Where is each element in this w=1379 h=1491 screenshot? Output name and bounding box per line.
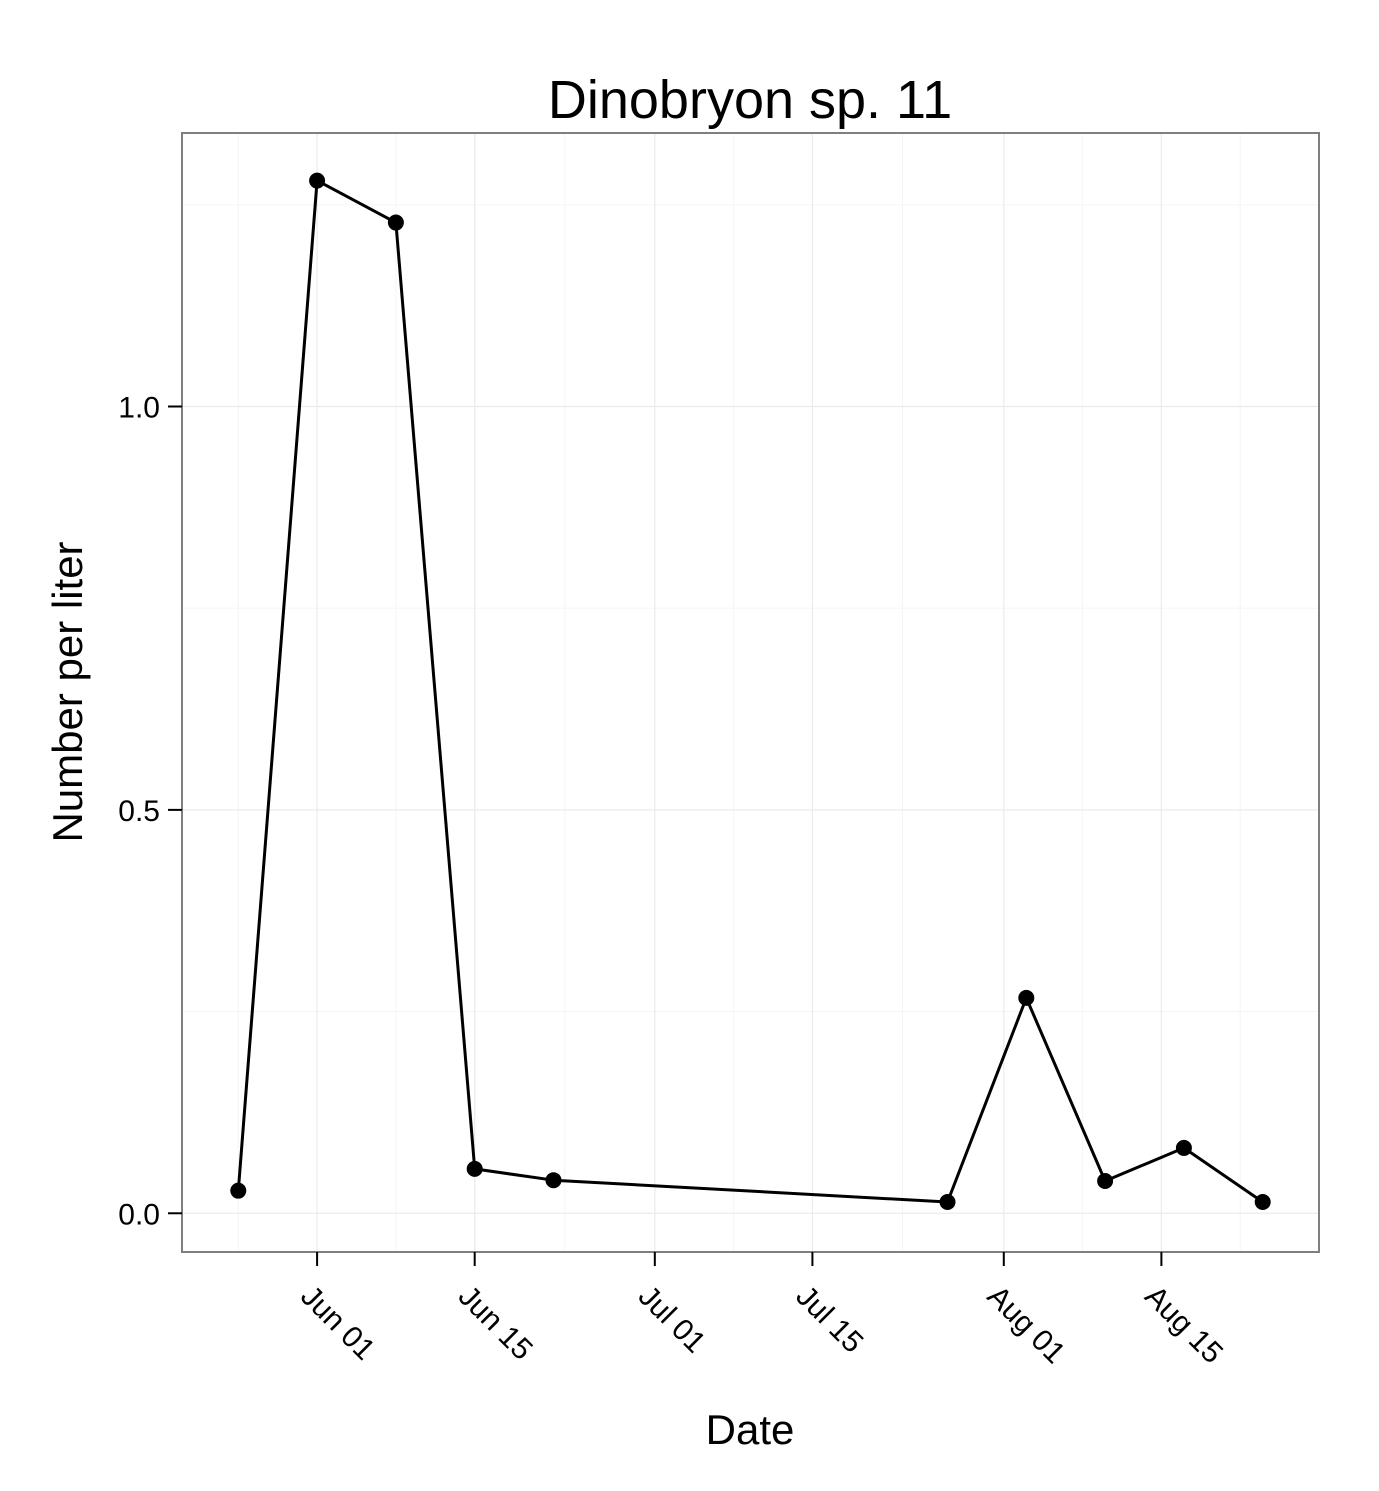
- x-tick-label: Aug 15: [1138, 1280, 1229, 1371]
- series-layer: [230, 172, 1271, 1210]
- x-axis: Jun 01 Jun 15 Jul 01 Jul 15 Aug 01 Aug 15: [294, 1252, 1229, 1370]
- data-point: [545, 1172, 562, 1189]
- data-point: [1018, 989, 1035, 1006]
- data-point: [939, 1193, 956, 1210]
- x-tick-label: Aug 01: [981, 1280, 1072, 1371]
- y-axis-title: Number per liter: [44, 541, 91, 842]
- data-point: [1097, 1173, 1114, 1190]
- x-tick-label: Jul 15: [789, 1280, 869, 1360]
- x-tick-label: Jun 15: [452, 1280, 539, 1367]
- grid: [182, 133, 1319, 1252]
- x-axis-title: Date: [706, 1406, 795, 1453]
- y-tick-label: 1.0: [118, 391, 160, 424]
- data-point: [1254, 1193, 1271, 1210]
- y-tick-label: 0.0: [118, 1198, 160, 1231]
- plot-panel: [181, 132, 1320, 1253]
- data-point: [466, 1160, 483, 1177]
- data-point: [309, 172, 326, 189]
- series-line: [236, 179, 1264, 1204]
- data-point: [1175, 1139, 1192, 1156]
- y-tick-label: 0.5: [118, 795, 160, 828]
- chart-title: Dinobryon sp. 11: [548, 70, 952, 130]
- y-axis: 0.0 0.5 1.0: [118, 391, 182, 1231]
- data-point: [387, 214, 404, 231]
- data-point: [230, 1182, 247, 1199]
- x-tick-label: Jun 01: [294, 1280, 381, 1367]
- x-tick-label: Jul 01: [632, 1280, 712, 1360]
